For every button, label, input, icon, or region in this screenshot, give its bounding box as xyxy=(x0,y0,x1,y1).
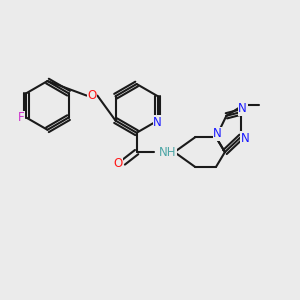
Text: NH: NH xyxy=(159,146,176,159)
Text: O: O xyxy=(113,158,122,170)
Text: N: N xyxy=(238,103,247,116)
Text: N: N xyxy=(213,127,222,140)
Text: N: N xyxy=(153,116,162,129)
Text: O: O xyxy=(87,88,97,101)
Text: F: F xyxy=(18,111,24,124)
Text: N: N xyxy=(240,132,249,145)
